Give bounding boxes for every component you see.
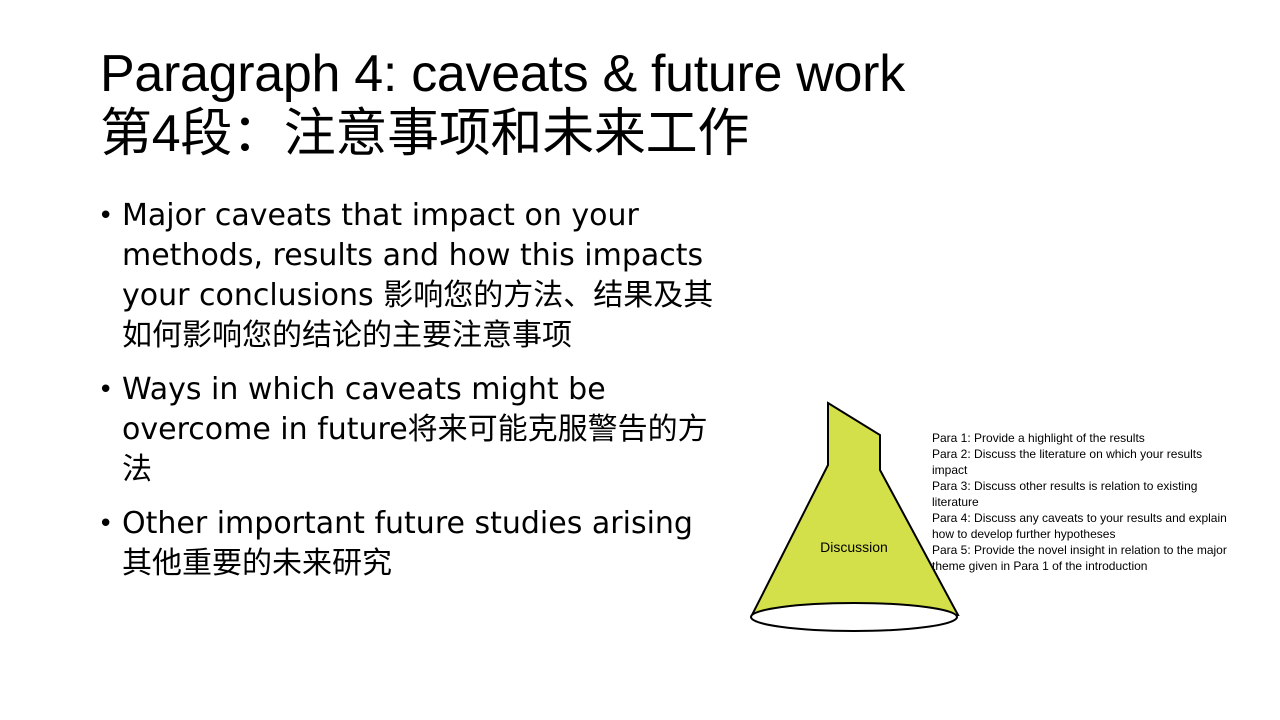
title-line-english: Paragraph 4: caveats & future work bbox=[100, 45, 905, 103]
bullet-text: Other important future studies arising 其… bbox=[122, 506, 693, 581]
bullet-list: • Major caveats that impact on your meth… bbox=[98, 196, 718, 598]
bullet-item: • Ways in which caveats might be overcom… bbox=[98, 370, 718, 490]
flask-shape bbox=[750, 401, 960, 616]
title-line-chinese: 第4段：注意事项和未来工作 bbox=[100, 105, 750, 163]
paragraph-guide-item: Para 1: Provide a highlight of the resul… bbox=[932, 431, 1145, 445]
bullet-item: • Major caveats that impact on your meth… bbox=[98, 196, 718, 356]
bullet-dot: • bbox=[98, 375, 114, 405]
bullet-text: Ways in which caveats might be overcome … bbox=[122, 372, 708, 487]
paragraph-guide-item: Para 2: Discuss the literature on which … bbox=[932, 447, 1203, 477]
slide-title: Paragraph 4: caveats & future work 第4段：注… bbox=[100, 44, 1200, 164]
paragraph-guide-item: Para 5: Provide the novel insight in rel… bbox=[932, 543, 1227, 573]
paragraph-guide-item: Para 4: Discuss any caveats to your resu… bbox=[932, 511, 1227, 541]
flask-base-ellipse bbox=[750, 602, 958, 632]
bullet-dot: • bbox=[98, 509, 114, 539]
bullet-text: Major caveats that impact on your method… bbox=[122, 198, 714, 353]
paragraph-guide-item: Para 3: Discuss other results is relatio… bbox=[932, 479, 1198, 509]
paragraph-guide-list: Para 1: Provide a highlight of the resul… bbox=[932, 430, 1232, 574]
bullet-item: • Other important future studies arising… bbox=[98, 504, 718, 584]
bullet-dot: • bbox=[98, 201, 114, 231]
discussion-flask-diagram bbox=[750, 401, 960, 632]
flask-label: Discussion bbox=[820, 539, 888, 555]
